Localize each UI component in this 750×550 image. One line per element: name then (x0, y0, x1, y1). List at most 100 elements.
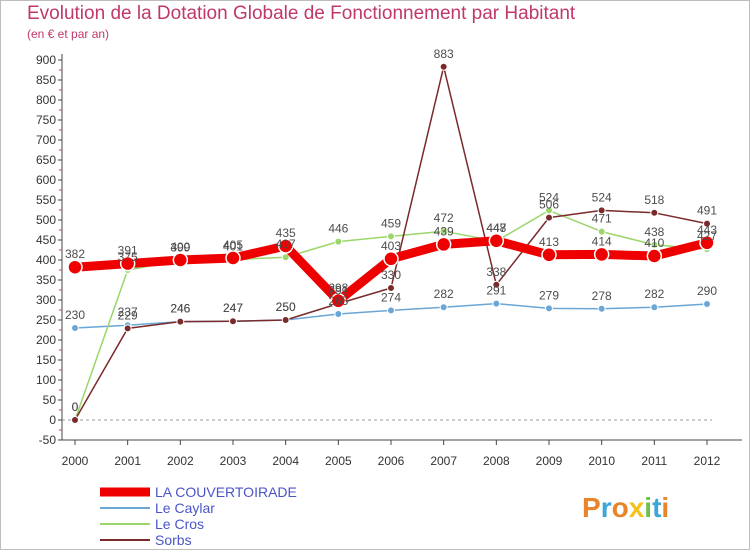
x-tick-label: 2005 (325, 454, 352, 468)
data-label: 250 (276, 300, 296, 314)
data-label: 237 (118, 305, 138, 319)
data-point (334, 237, 343, 246)
y-tick-label: 500 (36, 213, 56, 227)
data-point (119, 255, 136, 272)
data-label: 401 (223, 240, 243, 254)
data-label: 438 (644, 225, 664, 239)
data-point (387, 232, 395, 241)
y-tick-label: 150 (36, 353, 56, 367)
chart-subtitle: (en € et par an) (27, 27, 110, 41)
y-tick-label: 850 (36, 73, 56, 87)
data-label: 448 (486, 221, 506, 235)
data-label: 518 (644, 193, 664, 207)
data-label: 229 (118, 308, 138, 322)
y-tick-label: 0 (49, 413, 56, 427)
data-label: 427 (697, 229, 717, 243)
data-label: 883 (434, 47, 454, 61)
y-tick-label: 450 (36, 233, 56, 247)
data-label: 443 (697, 223, 717, 237)
data-label: 338 (486, 265, 506, 279)
data-point (439, 303, 448, 312)
data-label: 506 (539, 198, 559, 212)
y-tick-label: 250 (36, 313, 56, 327)
data-point (281, 316, 290, 324)
data-point (123, 324, 132, 333)
data-point (176, 317, 185, 326)
data-label: 382 (65, 247, 85, 261)
series-layer (67, 62, 715, 424)
y-tick-label: -50 (39, 433, 57, 447)
data-label: 447 (486, 221, 506, 235)
data-point (71, 324, 79, 332)
data-point (593, 246, 610, 263)
x-tick-label: 2010 (588, 454, 615, 468)
data-point (439, 227, 448, 236)
data-label: 247 (223, 301, 243, 315)
data-label: 291 (328, 284, 348, 298)
data-label: 403 (381, 239, 401, 253)
data-label: 278 (592, 289, 612, 303)
y-tick-label: 350 (36, 273, 56, 287)
y-tick-label: 600 (36, 173, 56, 187)
legend-label: Le Caylar (155, 500, 215, 516)
data-label: 230 (65, 308, 85, 322)
data-point (597, 227, 606, 236)
data-label: 446 (328, 222, 348, 236)
data-label: 265 (328, 294, 348, 308)
x-tick-label: 2008 (483, 454, 510, 468)
data-point (650, 208, 659, 217)
logo-text: Proxiti (582, 492, 669, 523)
data-point (330, 293, 347, 309)
data-label: 472 (434, 211, 454, 225)
data-point (492, 280, 501, 289)
data-label: 391 (118, 244, 138, 258)
data-point (699, 235, 715, 251)
x-tick-label: 2012 (694, 454, 721, 468)
data-point (334, 310, 343, 318)
y-tick-label: 50 (43, 393, 57, 407)
logo-letter: i (661, 492, 669, 523)
data-point (545, 213, 553, 222)
data-point (71, 416, 79, 424)
data-labels: 230 237 246 247 250 265 274 282 291 279 278 282 290 0… (65, 47, 717, 414)
data-point (277, 238, 294, 254)
data-point (435, 236, 452, 253)
data-label: 247 (223, 301, 243, 315)
data-label: 291 (486, 284, 506, 298)
chart-title: Evolution de la Dotation Globale de Fonc… (27, 3, 576, 24)
x-tick-label: 2009 (536, 454, 563, 468)
logo-letter: P (582, 492, 601, 523)
data-point (492, 299, 501, 308)
y-tick-label: 550 (36, 193, 56, 207)
data-label: 524 (592, 190, 612, 204)
data-point (387, 306, 395, 315)
data-point (229, 317, 237, 326)
data-point (488, 233, 505, 249)
x-tick-label: 2001 (114, 454, 141, 468)
data-point (225, 250, 241, 266)
logo-letter: x (629, 492, 645, 523)
y-tick-label: 100 (36, 373, 56, 387)
data-label: 282 (644, 287, 664, 301)
y-tick-label: 800 (36, 93, 56, 107)
logo-letter: r (601, 492, 612, 523)
y-tick-label: 650 (36, 153, 56, 167)
data-point (67, 259, 83, 275)
x-tick-label: 2000 (62, 454, 89, 468)
data-label: 524 (539, 190, 559, 204)
data-label: 0 (72, 400, 79, 414)
data-label: 405 (223, 238, 243, 252)
data-label: 459 (381, 216, 401, 230)
logo-letter: o (612, 492, 629, 523)
x-tick-label: 2002 (167, 454, 194, 468)
data-label: 246 (170, 302, 190, 316)
x-tick-label: 2004 (272, 454, 299, 468)
x-tick-label: 2011 (641, 454, 667, 468)
data-label: 250 (276, 300, 296, 314)
data-label: 399 (170, 240, 190, 254)
data-label: 282 (434, 287, 454, 301)
data-label: 246 (170, 302, 190, 316)
x-tick-label: 2007 (430, 454, 457, 468)
data-label: 330 (381, 268, 401, 282)
